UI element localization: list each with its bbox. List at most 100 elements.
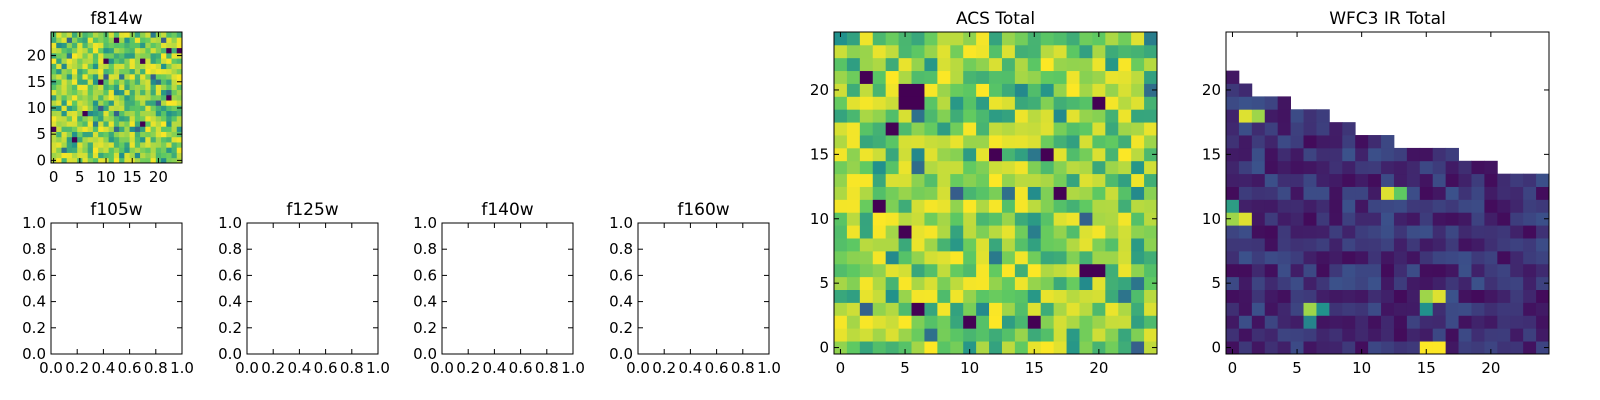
heatmap-cell (103, 84, 110, 91)
heatmap-cell (1277, 135, 1291, 149)
y-tick-label: 10 (1202, 210, 1221, 228)
heatmap-cell (963, 147, 977, 162)
heatmap-cell (1251, 328, 1266, 342)
heatmap-cell (1342, 302, 1356, 316)
heatmap-cell (872, 263, 887, 278)
heatmap-cell (834, 109, 848, 123)
heatmap-cell (113, 126, 120, 132)
heatmap-cell (911, 263, 925, 278)
heatmap-cell (113, 136, 120, 143)
heatmap-cell (103, 136, 110, 143)
heatmap-cell (92, 73, 99, 80)
heatmap-cell (1131, 57, 1145, 72)
heatmap-cell (989, 32, 1003, 46)
y-tick-label: 0.6 (218, 266, 242, 284)
x-tick-label: 0.6 (509, 359, 533, 377)
heatmap-cell (1040, 238, 1055, 252)
heatmap-cell (885, 263, 899, 278)
y-tick-label: 5 (36, 125, 46, 143)
heatmap-cell (98, 147, 104, 153)
heatmap-cell (1471, 173, 1485, 187)
heatmap-cell (963, 199, 977, 213)
y-tick-label: 1.0 (218, 214, 242, 232)
heatmap-cell (1264, 212, 1279, 226)
heatmap-cell (976, 302, 990, 316)
heatmap-cell (1014, 341, 1029, 355)
heatmap-cell (176, 126, 183, 132)
x-tick-label: 0.8 (144, 359, 168, 377)
heatmap-cell (140, 32, 146, 38)
heatmap-cell (119, 131, 125, 138)
heatmap-cell (161, 100, 167, 106)
heatmap-cell (66, 121, 73, 127)
heatmap-cell (176, 115, 183, 122)
heatmap-cell (1342, 135, 1356, 149)
heatmap-cell (1040, 302, 1055, 316)
heatmap-cell (1303, 122, 1317, 136)
heatmap-cell (1277, 96, 1291, 110)
heatmap-cell (1432, 276, 1447, 290)
x-tick-label: 0.6 (118, 359, 142, 377)
heatmap-cell (1303, 315, 1317, 329)
heatmap-cell (911, 328, 925, 342)
heatmap-cell (834, 250, 848, 265)
heatmap-cell (1040, 199, 1055, 213)
heatmap-cell (56, 131, 62, 138)
heatmap-cell (1458, 199, 1472, 213)
heatmap-cell (82, 58, 89, 64)
heatmap-cell (1445, 263, 1459, 278)
heatmap-cell (150, 126, 157, 132)
heatmap-cell (937, 238, 951, 252)
heatmap-cell (834, 96, 848, 110)
heatmap-cell (1105, 147, 1119, 162)
heatmap-cell (140, 105, 146, 111)
heatmap-cell (145, 52, 151, 59)
heatmap-cell (77, 73, 83, 80)
heatmap-cell (1251, 341, 1266, 355)
heatmap-cell (950, 32, 964, 46)
chart-title: WFC3 IR Total (1329, 9, 1446, 29)
heatmap-cell (963, 289, 977, 303)
heatmap-cell (924, 96, 938, 110)
heatmap-cell (924, 238, 938, 252)
heatmap-cell (1040, 173, 1055, 187)
heatmap-cell (1118, 70, 1132, 84)
heatmap-cell (859, 160, 874, 175)
heatmap-cell (1290, 122, 1304, 136)
heatmap-cell (82, 105, 89, 111)
heatmap-cell (113, 37, 120, 43)
heatmap-cell (176, 147, 183, 153)
heatmap-cell (846, 160, 861, 175)
heatmap-cell (1290, 160, 1304, 175)
heatmap-cell (859, 44, 874, 59)
heatmap-cell (950, 212, 964, 226)
heatmap-cell (1458, 328, 1472, 342)
heatmap-cell (1432, 186, 1447, 200)
heatmap-cell (1014, 44, 1029, 59)
heatmap-cell (989, 276, 1003, 290)
heatmap-cell (1458, 212, 1472, 226)
heatmap-cell (989, 302, 1003, 316)
heatmap-cell (134, 37, 141, 43)
heatmap-cell (846, 135, 861, 149)
y-tick-label: 20 (1202, 81, 1221, 99)
heatmap-cell (166, 37, 172, 43)
heatmap-cell (51, 115, 57, 122)
heatmap-cell (1497, 341, 1511, 355)
heatmap-cell (1536, 276, 1550, 290)
heatmap-cell (1251, 225, 1266, 239)
heatmap-cell (859, 109, 874, 123)
heatmap-cell (963, 160, 977, 175)
y-tick-label: 0.8 (413, 240, 437, 258)
heatmap-cell (1536, 173, 1550, 187)
heatmap-cell (1118, 341, 1132, 355)
heatmap-cell (1484, 289, 1498, 303)
heatmap-cell (976, 199, 990, 213)
heatmap-cell (1264, 96, 1279, 110)
heatmap-cell (911, 302, 925, 316)
heatmap-cell (155, 147, 162, 153)
heatmap-cell (1523, 250, 1537, 265)
y-tick-label: 10 (27, 99, 46, 117)
heatmap-cell (1381, 289, 1395, 303)
heatmap-cell (150, 68, 157, 75)
